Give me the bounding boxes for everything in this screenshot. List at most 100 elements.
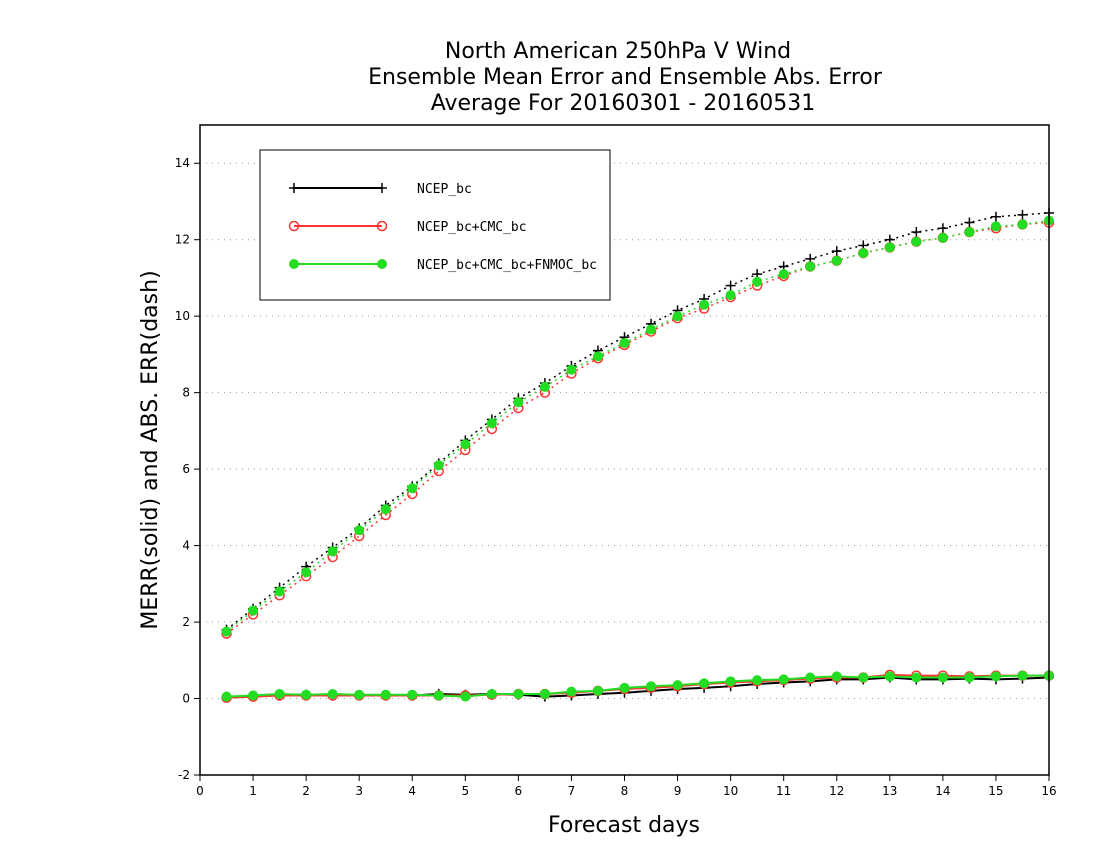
series-2-mean-err-point-6	[380, 689, 391, 700]
x-tick-label-10: 10	[723, 784, 738, 798]
x-tick-label-3: 3	[355, 784, 363, 798]
series-2-mean-err-point-9	[460, 691, 471, 702]
legend-label-2: NCEP_bc+CMC_bc+FNMOC_bc	[417, 258, 597, 273]
series-2-mean-err-point-0	[221, 691, 232, 702]
series-2-abs-err-point-5	[354, 525, 365, 536]
x-tick-label-13: 13	[882, 784, 897, 798]
x-tick-label-4: 4	[408, 784, 416, 798]
series-2-mean-err-point-26	[911, 672, 922, 683]
x-tick-label-0: 0	[196, 784, 204, 798]
x-tick-label-16: 16	[1041, 784, 1056, 798]
series-0-abs-err-point-29	[990, 211, 1001, 222]
y-tick-label-2: 2	[182, 615, 190, 629]
series-2-mean-err-point-7	[407, 689, 418, 700]
series-2-mean-err-point-4	[327, 688, 338, 699]
series-2-mean-err-point-19	[725, 676, 736, 687]
series-2-abs-err-point-13	[566, 364, 577, 375]
x-tick-label-9: 9	[674, 784, 682, 798]
legend-label-1: NCEP_bc+CMC_bc	[417, 220, 527, 235]
series-2-abs-err-point-20	[752, 276, 763, 287]
series-2-mean-err-point-10	[486, 688, 497, 699]
x-tick-label-15: 15	[988, 784, 1003, 798]
series-2-abs-err-point-16	[646, 324, 657, 335]
chart-title-line-2: Ensemble Mean Error and Ensemble Abs. Er…	[368, 65, 883, 90]
series-2-abs-err-point-26	[911, 236, 922, 247]
series-2-mean-err-point-27	[937, 672, 948, 683]
legend-item-0: NCEP_bc	[289, 182, 472, 197]
series-0-abs-err-point-23	[831, 246, 842, 257]
chart-title-line-3: Average For 20160301 - 20160531	[431, 91, 816, 116]
series-2-abs-err-point-29	[990, 221, 1001, 232]
series-2-mean-err-point-12	[539, 688, 550, 699]
series-2-abs-err-point-22	[805, 261, 816, 272]
series-2-abs-err-point-18	[699, 299, 710, 310]
legend-item-1: NCEP_bc+CMC_bc	[288, 220, 527, 235]
series-2-mean-err-point-25	[884, 671, 895, 682]
series-0-abs-err-point-19	[725, 280, 736, 291]
legend-marker-right-0	[377, 183, 387, 193]
series-2-mean-err-point-14	[592, 685, 603, 696]
series-2-abs-err-point-21	[778, 269, 789, 280]
y-axis-ticks: -2 0 2 4 6 8 10 12 14	[175, 156, 200, 782]
series-2-abs-err-point-6	[380, 504, 391, 515]
x-tick-label-1: 1	[249, 784, 257, 798]
series-2-abs-err-point-17	[672, 311, 683, 322]
series-2-mean-err-point-2	[274, 688, 285, 699]
series-2-mean-err-point-16	[646, 681, 657, 692]
series-2	[221, 215, 1054, 702]
series-0-abs-err-point-27	[937, 223, 948, 234]
series-2-abs-err-point-1	[248, 605, 259, 616]
series-0-abs-err-line	[226, 212, 1050, 631]
series-2-abs-err-point-7	[407, 483, 418, 494]
legend-marker-left-0	[289, 183, 299, 193]
series-group	[221, 207, 1055, 704]
legend-marker-left-2	[289, 259, 299, 269]
series-2-mean-err-point-21	[778, 674, 789, 685]
series-2-mean-err-point-17	[672, 680, 683, 691]
series-2-mean-err-point-3	[301, 689, 312, 700]
series-2-abs-err-point-19	[725, 290, 736, 301]
legend-label-0: NCEP_bc	[417, 182, 472, 197]
chart-title-line-1: North American 250hPa V Wind	[445, 39, 791, 64]
legend-item-2: NCEP_bc+CMC_bc+FNMOC_bc	[289, 258, 597, 273]
x-tick-label-11: 11	[776, 784, 791, 798]
y-tick-label-0: -2	[178, 768, 190, 782]
series-2-abs-err-point-30	[1017, 219, 1028, 230]
y-axis-label: MERR(solid) and ABS. ERR(dash)	[138, 270, 163, 629]
x-tick-label-14: 14	[935, 784, 950, 798]
series-2-abs-err-point-24	[858, 248, 869, 259]
series-2-abs-err-point-14	[592, 351, 603, 362]
y-tick-label-7: 12	[175, 233, 190, 247]
series-2-abs-err-point-4	[327, 546, 338, 557]
series-2-abs-err-point-23	[831, 255, 842, 266]
y-tick-label-4: 6	[182, 462, 190, 476]
series-2-abs-err-point-25	[884, 242, 895, 253]
series-2-mean-err-point-22	[805, 672, 816, 683]
x-tick-label-12: 12	[829, 784, 844, 798]
series-2-mean-err-point-24	[858, 672, 869, 683]
x-tick-label-5: 5	[461, 784, 469, 798]
series-0-abs-err-point-28	[964, 217, 975, 228]
series-0-abs-err-point-30	[1017, 209, 1028, 220]
series-2-abs-err-point-12	[539, 381, 550, 392]
series-2-mean-err-point-11	[513, 688, 524, 699]
series-2-abs-err-point-15	[619, 337, 630, 348]
series-2-mean-err-point-30	[1017, 670, 1028, 681]
series-2-mean-err-point-5	[354, 689, 365, 700]
series-2-mean-err-point-28	[964, 672, 975, 683]
series-2-abs-err-point-0	[221, 626, 232, 637]
x-axis-label: Forecast days	[548, 813, 700, 838]
series-2-mean-err-point-1	[248, 690, 259, 701]
y-tick-label-3: 4	[182, 539, 190, 553]
y-tick-label-1: 0	[182, 692, 190, 706]
legend-marker-right-1	[376, 220, 388, 232]
legend-marker-left-1	[288, 220, 300, 232]
series-2-abs-err-point-3	[301, 567, 312, 578]
x-tick-label-2: 2	[302, 784, 310, 798]
legend-marker-right-2	[377, 259, 387, 269]
series-2-mean-err-point-29	[990, 671, 1001, 682]
series-2-abs-err-point-10	[486, 418, 497, 429]
series-2-abs-err-point-11	[513, 397, 524, 408]
series-2-mean-err-point-15	[619, 682, 630, 693]
